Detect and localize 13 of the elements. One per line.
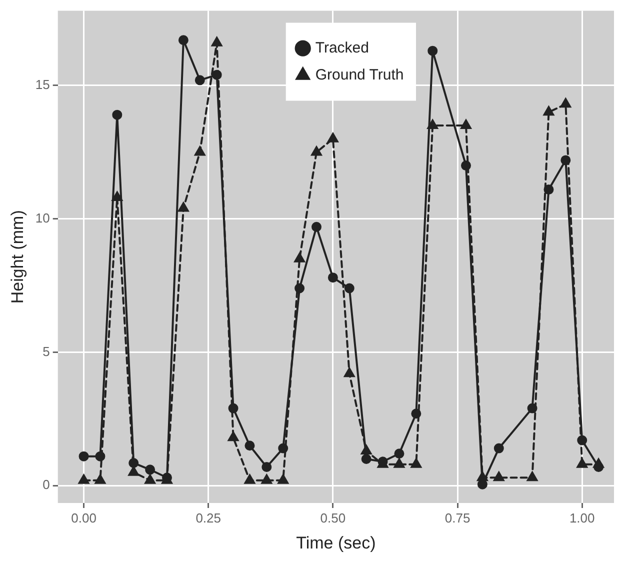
legend-label: Tracked [315,39,369,56]
y-tick-label: 0 [42,477,50,492]
x-axis-title: Time (sec) [296,533,376,552]
y-tick-label: 10 [35,210,50,226]
x-tick-label: 0.25 [196,510,222,526]
x-tick-label: 0.75 [444,510,470,526]
y-tick-label: 5 [42,344,50,359]
y-axis-title: Height (mm) [8,210,27,304]
x-tick-label: 0.50 [320,510,346,526]
legend-label: Ground Truth [315,66,404,84]
x-tick-label: 1.00 [569,510,595,526]
y-tick-label: 15 [35,77,50,92]
x-tick-label: 0.00 [71,510,96,526]
